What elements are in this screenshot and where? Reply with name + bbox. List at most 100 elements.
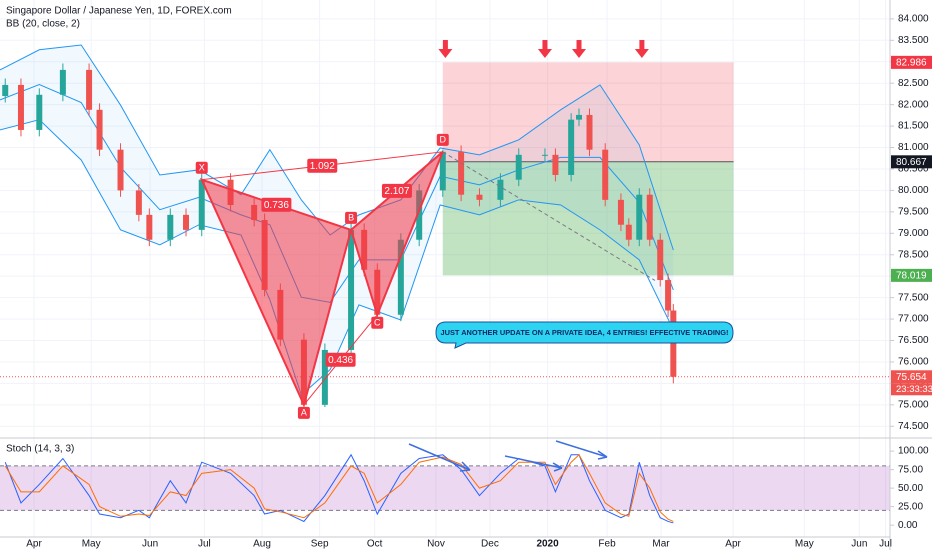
y-tick-label: 76.500	[898, 335, 929, 346]
stoch-band	[0, 465, 890, 511]
candle-body	[439, 151, 446, 191]
entry-tag: 80.667	[896, 157, 927, 168]
chart-title: Singapore Dollar / Japanese Yen, 1D, FOR…	[6, 6, 232, 17]
countdown: 23:33:33	[896, 384, 932, 395]
x-tick-label: Jul	[879, 539, 892, 550]
stoch-title: Stoch (14, 3, 3)	[6, 444, 74, 455]
x-tick-label: Sep	[311, 539, 329, 550]
x-tick-label: Dec	[481, 539, 499, 550]
x-tick-label: 2020	[536, 539, 559, 550]
stoch-hand-arrows	[408, 440, 608, 472]
entry-arrow	[438, 40, 453, 58]
y2-tick-label: 50.00	[898, 483, 923, 494]
candle-body	[167, 214, 174, 240]
y2-tick-label: 25.00	[898, 501, 923, 512]
candle-body	[670, 310, 677, 377]
stop-tag-box	[891, 268, 932, 282]
candle-body	[36, 94, 43, 130]
point-label: X	[199, 163, 205, 173]
stoch-arrow	[504, 455, 563, 472]
y-tick-label: 80.500	[898, 164, 929, 175]
candle-body	[515, 154, 522, 180]
candle-body	[552, 154, 559, 175]
x-tick-label: Aug	[253, 539, 271, 550]
y-tick-label: 81.500	[898, 121, 929, 132]
stoch-arrow	[408, 443, 471, 472]
x-tick-label: Jun	[851, 539, 867, 550]
point-label: A	[301, 408, 307, 418]
stoch-k	[4, 453, 674, 524]
y-tick-label: 78.500	[898, 249, 929, 260]
stoch-arrow	[555, 440, 608, 460]
candle-body	[135, 190, 142, 215]
x-tick-label: Oct	[367, 539, 383, 550]
stoch-d	[4, 454, 674, 522]
point-label: D	[440, 135, 447, 145]
entry-arrow	[572, 40, 587, 58]
ratio-box	[261, 197, 292, 212]
candle-body	[416, 190, 423, 240]
x-tick-label: Apr	[725, 539, 741, 550]
target-tag-box	[891, 55, 932, 69]
y-tick-label: 82.500	[898, 78, 929, 89]
trend-line	[442, 151, 656, 281]
note-bubble	[435, 321, 734, 349]
candle-body	[497, 179, 504, 200]
candle-body	[602, 149, 609, 200]
entry-arrow	[537, 40, 552, 58]
ratio-label: 2.107	[384, 186, 409, 197]
candle-body	[476, 194, 483, 200]
point-box	[195, 161, 208, 174]
x-tick-label: Mar	[652, 539, 670, 550]
ratio-box	[381, 183, 412, 198]
point-box	[297, 406, 310, 419]
y-tick-label: 74.500	[898, 421, 929, 432]
bb-lower	[0, 119, 674, 396]
ratio-box	[325, 352, 356, 367]
candle-body	[617, 199, 624, 225]
candle-body	[348, 229, 355, 350]
candle-body	[586, 114, 593, 150]
ratio-label: 0.736	[264, 200, 289, 211]
candle-body	[541, 154, 548, 156]
candle-body	[198, 179, 205, 230]
y-tick-label: 76.000	[898, 357, 929, 368]
target-tag: 82.986	[896, 57, 927, 68]
x-tick-label: Jul	[198, 539, 211, 550]
candle-body	[321, 349, 328, 405]
candle-body	[646, 194, 653, 240]
x-tick-label: Jun	[142, 539, 158, 550]
note-text: JUST ANOTHER UPDATE ON A PRIVATE IDEA, 4…	[441, 328, 729, 337]
y-tick-label: 84.000	[898, 14, 929, 25]
candle-body	[117, 149, 124, 191]
x-tick-label: May	[795, 539, 814, 550]
y-tick-label: 83.500	[898, 35, 929, 46]
candle-body	[665, 280, 672, 311]
candle-body	[625, 224, 632, 240]
candle-body	[146, 214, 153, 240]
point-box	[345, 211, 358, 224]
y-tick-label: 80.000	[898, 185, 929, 196]
candle-body	[96, 109, 103, 150]
x-tick-label: May	[82, 539, 101, 550]
bb-fill	[0, 45, 674, 395]
y-tick-label: 75.000	[898, 399, 929, 410]
last-price-tag-box	[891, 370, 932, 384]
point-box	[436, 133, 449, 146]
x-tick-label: Nov	[427, 539, 445, 550]
y-tick-label: 82.000	[898, 99, 929, 110]
y-tick-label: 79.500	[898, 206, 929, 217]
ratio-box	[307, 158, 338, 173]
entry-tag-box	[891, 155, 932, 169]
ratio-label: 0.436	[328, 355, 353, 366]
candle-body	[2, 84, 9, 97]
point-box	[371, 316, 384, 329]
y2-tick-label: 75.00	[898, 464, 923, 475]
point-label: C	[374, 318, 381, 328]
y2-tick-label: 0.00	[898, 520, 918, 531]
candle-body	[17, 84, 24, 130]
candle-body	[183, 214, 190, 230]
y-tick-label: 77.000	[898, 314, 929, 325]
